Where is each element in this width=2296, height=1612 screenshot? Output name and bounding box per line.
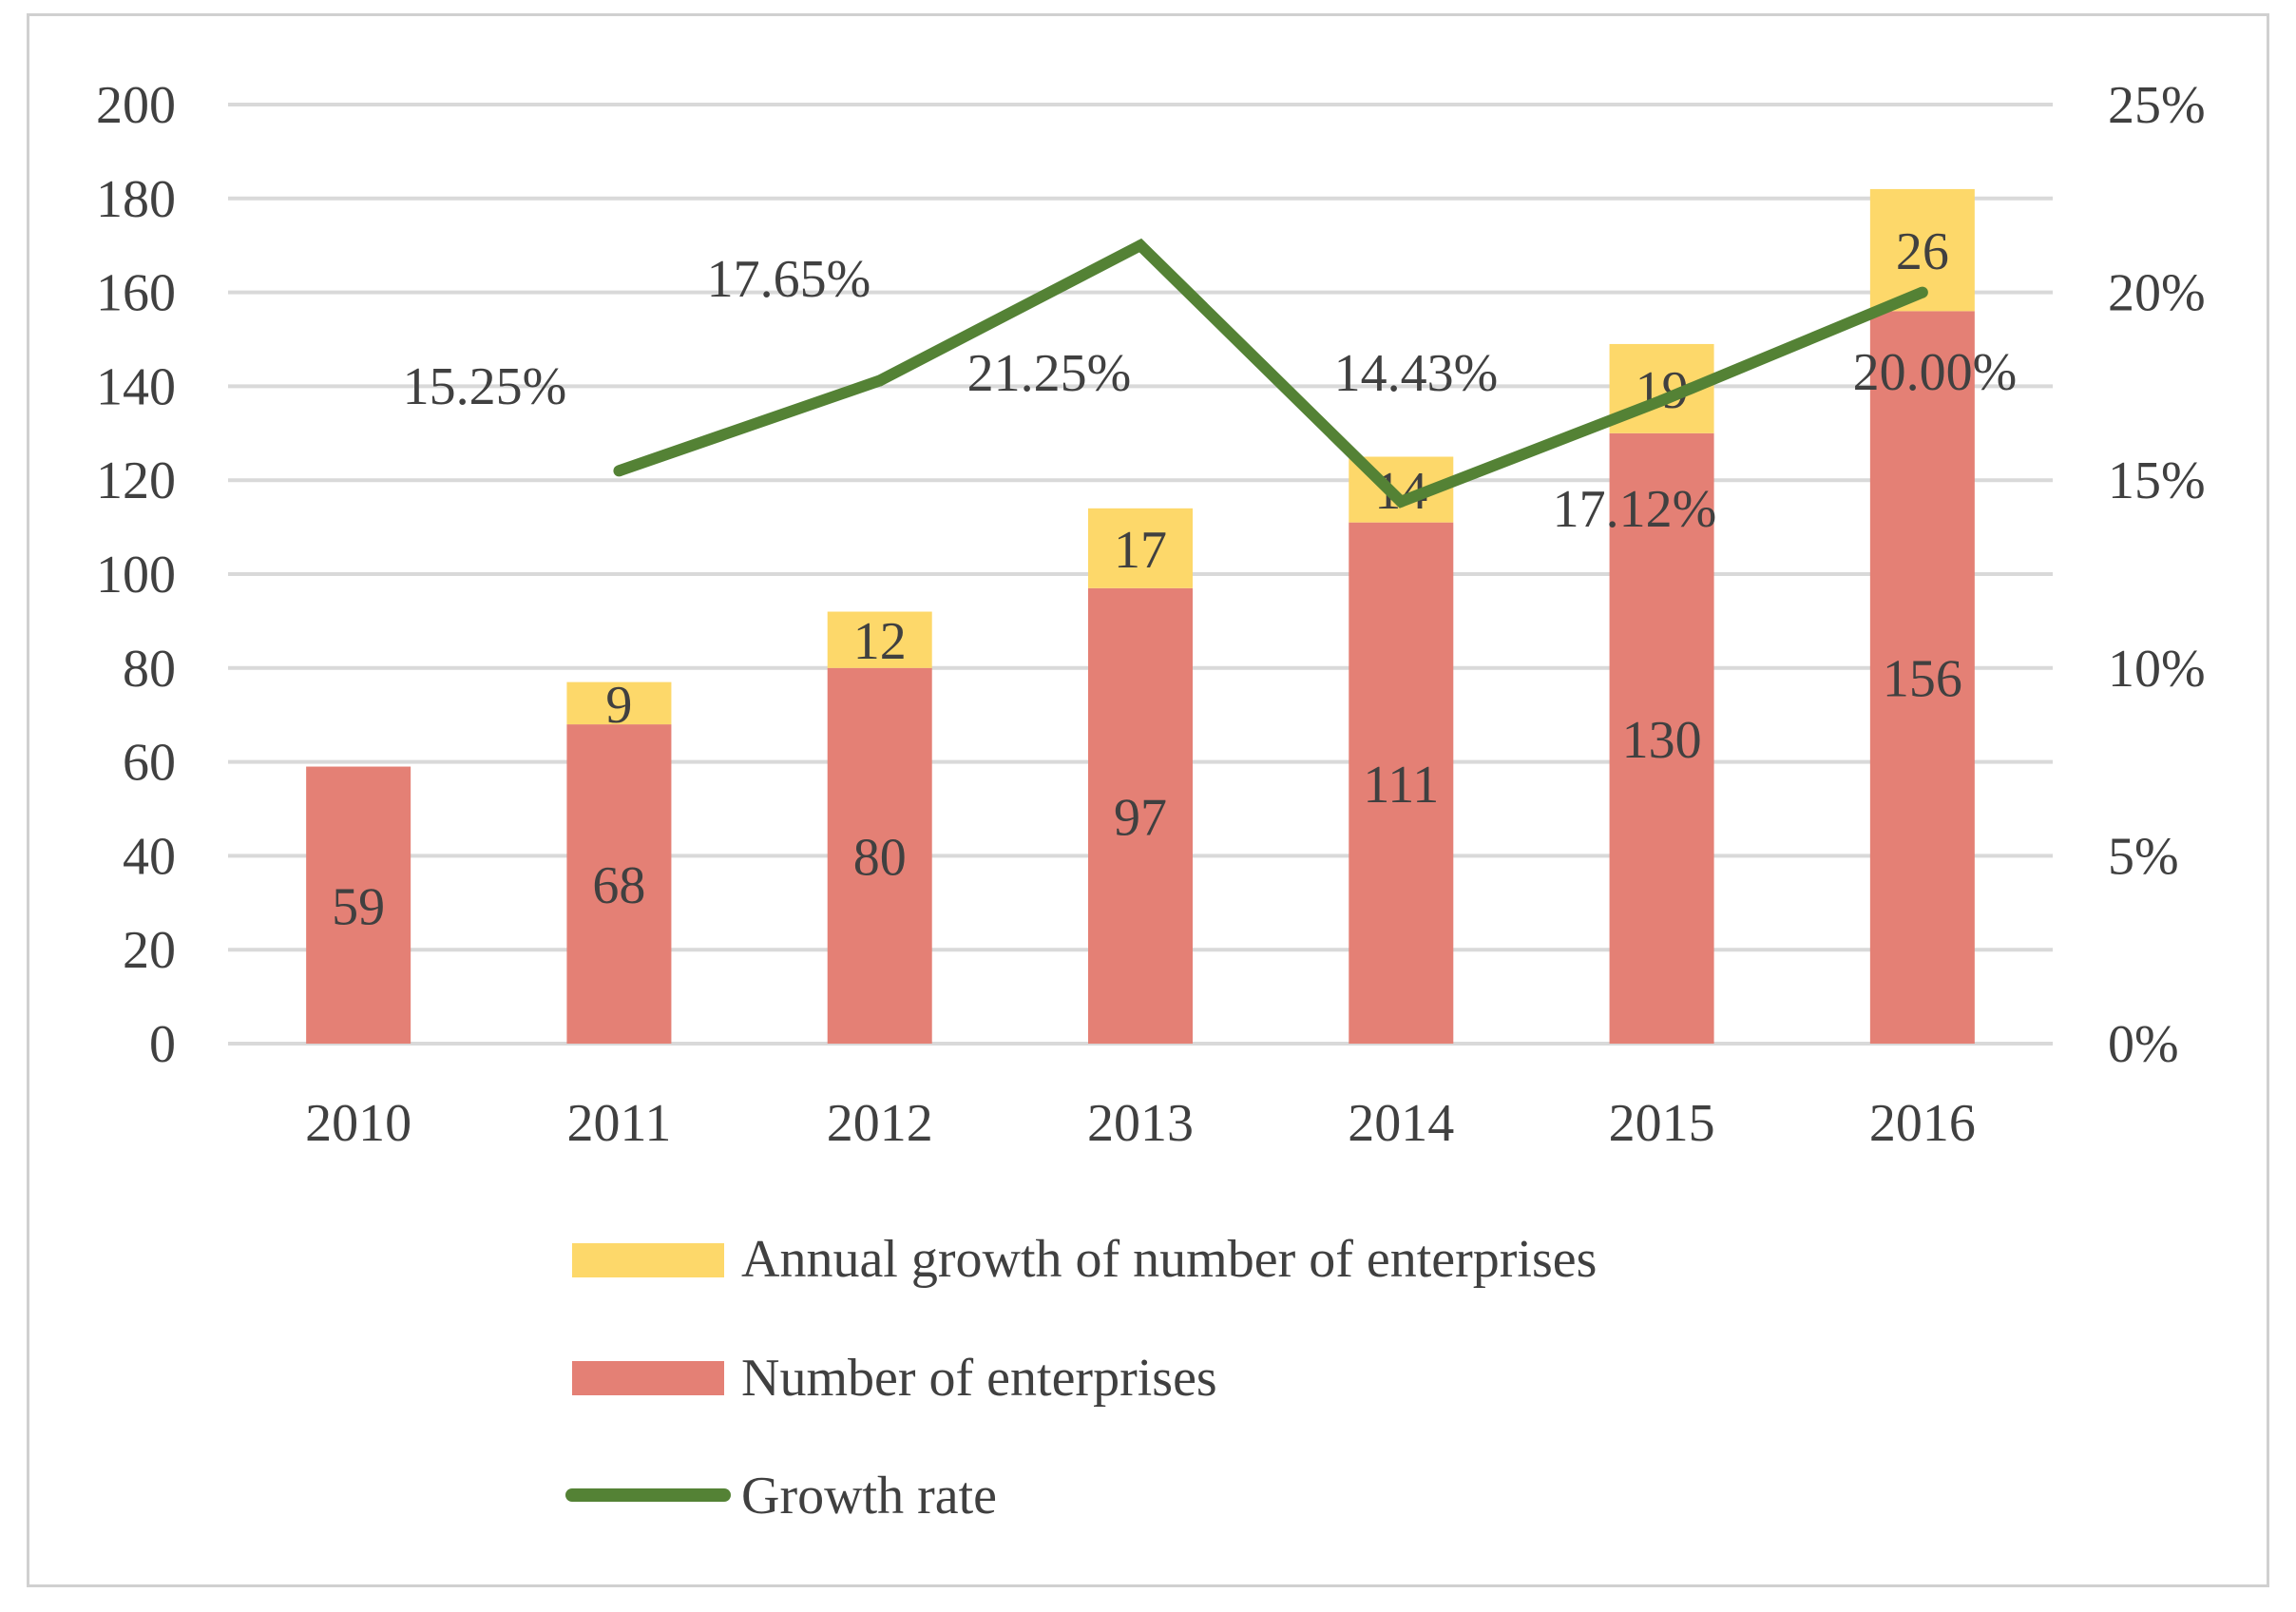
growth-rate-label: 21.25% [967,344,1132,403]
growth-rate-label: 15.25% [403,357,567,416]
left-tick-label: 200 [96,76,176,135]
growth-rate-label: 17.65% [707,250,871,309]
bar-value-label: 80 [853,828,907,887]
bar-number-of-enterprises [1609,432,1714,1044]
bar-value-label: 156 [1883,650,1962,709]
x-axis-label: 2012 [827,1094,933,1153]
growth-rate-label: 17.12% [1553,480,1717,539]
growth-rate-label: 14.43% [1334,344,1499,403]
bar-value-label: 68 [592,856,645,915]
legend-label-annual-growth: Annual growth of number of enterprises [741,1230,1597,1289]
x-axis-label: 2016 [1869,1094,1976,1153]
growth-rate-line: 15.25% 17.65% 21.25% 14.43% 17.12% 20.00% [403,238,2018,539]
left-tick-label: 120 [96,451,176,510]
right-tick-label: 5% [2108,827,2179,886]
growth-rate-point [1135,240,1146,252]
bar-annual-growth [1088,508,1193,588]
left-tick-label: 100 [96,546,176,604]
left-tick-label: 0 [149,1015,176,1074]
bar-annual-growth [566,681,672,725]
growth-value-label: 12 [853,612,907,671]
growth-value-label: 9 [605,676,632,735]
bar-value-label: 111 [1363,756,1439,815]
left-tick-label: 160 [96,264,176,323]
right-tick-label: 0% [2108,1015,2179,1074]
x-axis-label: 2013 [1087,1094,1194,1153]
x-axis-label: 2014 [1348,1094,1454,1153]
bar-value-label: 130 [1622,711,1702,770]
right-axis-ticks: 0% 5% 10% 15% 20% 25% [2108,76,2206,1074]
growth-rate-point [613,465,625,477]
right-tick-label: 25% [2108,76,2206,135]
right-tick-label: 10% [2108,640,2206,699]
right-tick-label: 20% [2108,264,2206,323]
bar-number-of-enterprises [1869,311,1975,1044]
bar-value-label: 97 [1114,788,1167,847]
left-tick-label: 60 [123,734,176,793]
x-axis-label: 2011 [566,1094,671,1153]
growth-rate-polyline [617,238,1925,509]
bar-number-of-enterprises [1088,587,1193,1044]
gridlines [228,103,2053,1046]
bar-number-of-enterprises [1349,522,1454,1044]
growth-rate-point [873,374,886,387]
bar-number-of-enterprises [306,766,411,1044]
left-axis-ticks: 0 20 40 60 80 100 120 140 160 180 200 [96,76,176,1074]
x-axis-label: 2015 [1609,1094,1715,1153]
x-axis-categories: 2010 2011 2012 2013 2014 2015 2016 [305,1094,1976,1153]
bar-number-of-enterprises [827,667,932,1044]
growth-value-label: 17 [1114,521,1167,580]
growth-rate-point [1395,495,1407,508]
growth-rate-point [1916,286,1928,298]
left-tick-label: 40 [123,827,176,886]
bar-number-of-enterprises [566,724,672,1044]
legend-swatch-number-of-enterprises [572,1361,724,1395]
left-tick-label: 180 [96,170,176,229]
left-tick-label: 140 [96,357,176,416]
growth-rate-label: 20.00% [1853,343,2018,402]
legend-label-growth-rate: Growth rate [741,1467,997,1526]
bar-annual-growth [827,611,932,668]
growth-rate-point [1655,394,1668,407]
left-tick-label: 80 [123,640,176,699]
growth-value-label: 26 [1896,222,1949,281]
legend-label-number-of-enterprises: Number of enterprises [741,1349,1217,1408]
legend: Annual growth of number of enterprises N… [565,1230,1597,1526]
left-tick-label: 20 [123,921,176,980]
legend-swatch-annual-growth [572,1243,724,1277]
bar-value-label: 59 [332,877,385,936]
right-tick-label: 15% [2108,451,2206,510]
x-axis-label: 2010 [305,1094,411,1153]
